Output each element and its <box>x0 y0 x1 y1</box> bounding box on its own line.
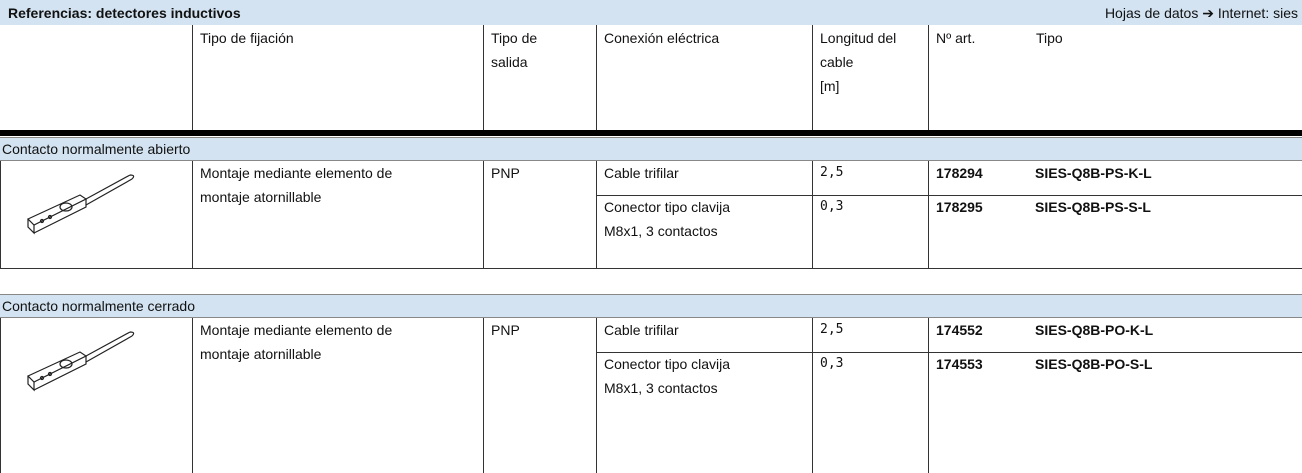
type: SIES-Q8B-PO-S-L <box>1035 356 1153 372</box>
cable-length: 2,5 <box>820 322 844 337</box>
part-number: 178295 <box>936 199 983 215</box>
cell-border <box>192 318 193 473</box>
column-header: [m] <box>820 78 840 94</box>
section-bar <box>0 294 1302 318</box>
cell-border <box>192 25 193 130</box>
row-border <box>596 195 1302 196</box>
datasheet-link: Hojas de datos ➔ Internet: sies <box>1104 5 1298 21</box>
fixing: montaje atornillable <box>200 346 322 362</box>
fixing: Montaje mediante elemento de <box>200 322 393 338</box>
cell-border <box>483 161 484 268</box>
section-title: Contacto normalmente abierto <box>2 141 191 157</box>
part-number: 178294 <box>936 165 983 181</box>
type: SIES-Q8B-PS-S-L <box>1035 199 1151 215</box>
cell-border <box>483 25 484 130</box>
connection: M8x1, 3 contactos <box>604 223 718 239</box>
output: PNP <box>491 165 520 181</box>
column-header: salida <box>491 54 528 70</box>
type: SIES-Q8B-PO-K-L <box>1035 322 1154 338</box>
cell-border <box>928 318 929 473</box>
output: PNP <box>491 322 520 338</box>
connection: Cable trifilar <box>604 165 679 181</box>
cell-border <box>483 318 484 473</box>
cable-length: 0,3 <box>820 356 844 371</box>
column-header: Longitud del <box>820 30 897 46</box>
fixing: Montaje mediante elemento de <box>200 165 393 181</box>
connection: Conector tipo clavija <box>604 199 731 215</box>
cell-border <box>812 161 813 268</box>
cell-border <box>812 25 813 130</box>
cell-border <box>928 161 929 268</box>
column-header: Tipo de <box>491 30 538 46</box>
row-border <box>596 352 1302 353</box>
cell-border <box>928 25 929 130</box>
connection: Conector tipo clavija <box>604 356 731 372</box>
cell-border <box>0 161 1 268</box>
connection: M8x1, 3 contactos <box>604 380 718 396</box>
cable-length: 2,5 <box>820 165 844 180</box>
type: SIES-Q8B-PS-K-L <box>1035 165 1152 181</box>
column-header: Nº art. <box>936 30 976 46</box>
cell-border <box>596 318 597 473</box>
title: Referencias: detectores inductivos <box>8 5 241 21</box>
section-title: Contacto normalmente cerrado <box>2 298 195 314</box>
fixing: montaje atornillable <box>200 189 322 205</box>
cable-length: 0,3 <box>820 199 844 214</box>
column-header: Conexión eléctrica <box>604 30 720 46</box>
sensor-image <box>26 174 135 235</box>
cell-border <box>192 161 193 268</box>
column-header: cable <box>820 54 854 70</box>
cell-border <box>812 318 813 473</box>
cell-border <box>0 318 1 473</box>
cell-border <box>596 161 597 268</box>
row-border <box>0 268 1302 269</box>
header-rule <box>0 130 1302 136</box>
column-header: Tipo <box>1036 30 1063 46</box>
part-number: 174553 <box>936 356 983 372</box>
header-bar <box>0 0 1302 25</box>
column-header: Tipo de fijación <box>200 30 294 46</box>
cell-border <box>596 25 597 130</box>
part-number: 174552 <box>936 322 983 338</box>
section-bar <box>0 137 1302 161</box>
sensor-image <box>26 331 135 392</box>
connection: Cable trifilar <box>604 322 679 338</box>
